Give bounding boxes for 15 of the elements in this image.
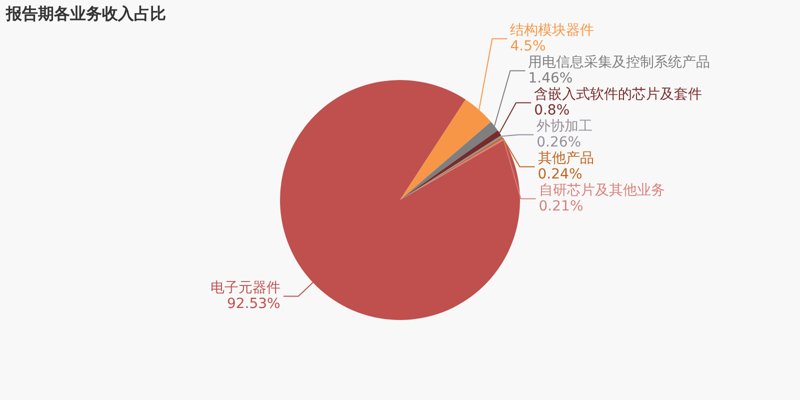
- slice-label: 其他产品: [538, 150, 594, 166]
- slice-label: 含嵌入式软件的芯片及套件: [534, 86, 702, 102]
- data-label: 92.53%: [226, 296, 280, 312]
- data-label: 0.24%: [538, 166, 582, 182]
- data-label: 1.46%: [528, 70, 573, 86]
- data-label: 0.26%: [536, 134, 582, 150]
- slice-label: 结构模块器件: [510, 22, 594, 38]
- slice-label: 电子元器件: [210, 280, 280, 296]
- slice-label: 用电信息采集及控制系统产品: [528, 54, 710, 70]
- data-label: 0.8%: [534, 102, 570, 118]
- data-label: 4.5%: [510, 38, 546, 54]
- slice-label: 外协加工: [536, 118, 593, 134]
- slice-label: 自研芯片及其他业务: [538, 182, 665, 198]
- chart-title: 报告期各业务收入占比: [6, 4, 166, 25]
- data-label: 0.21%: [538, 198, 584, 214]
